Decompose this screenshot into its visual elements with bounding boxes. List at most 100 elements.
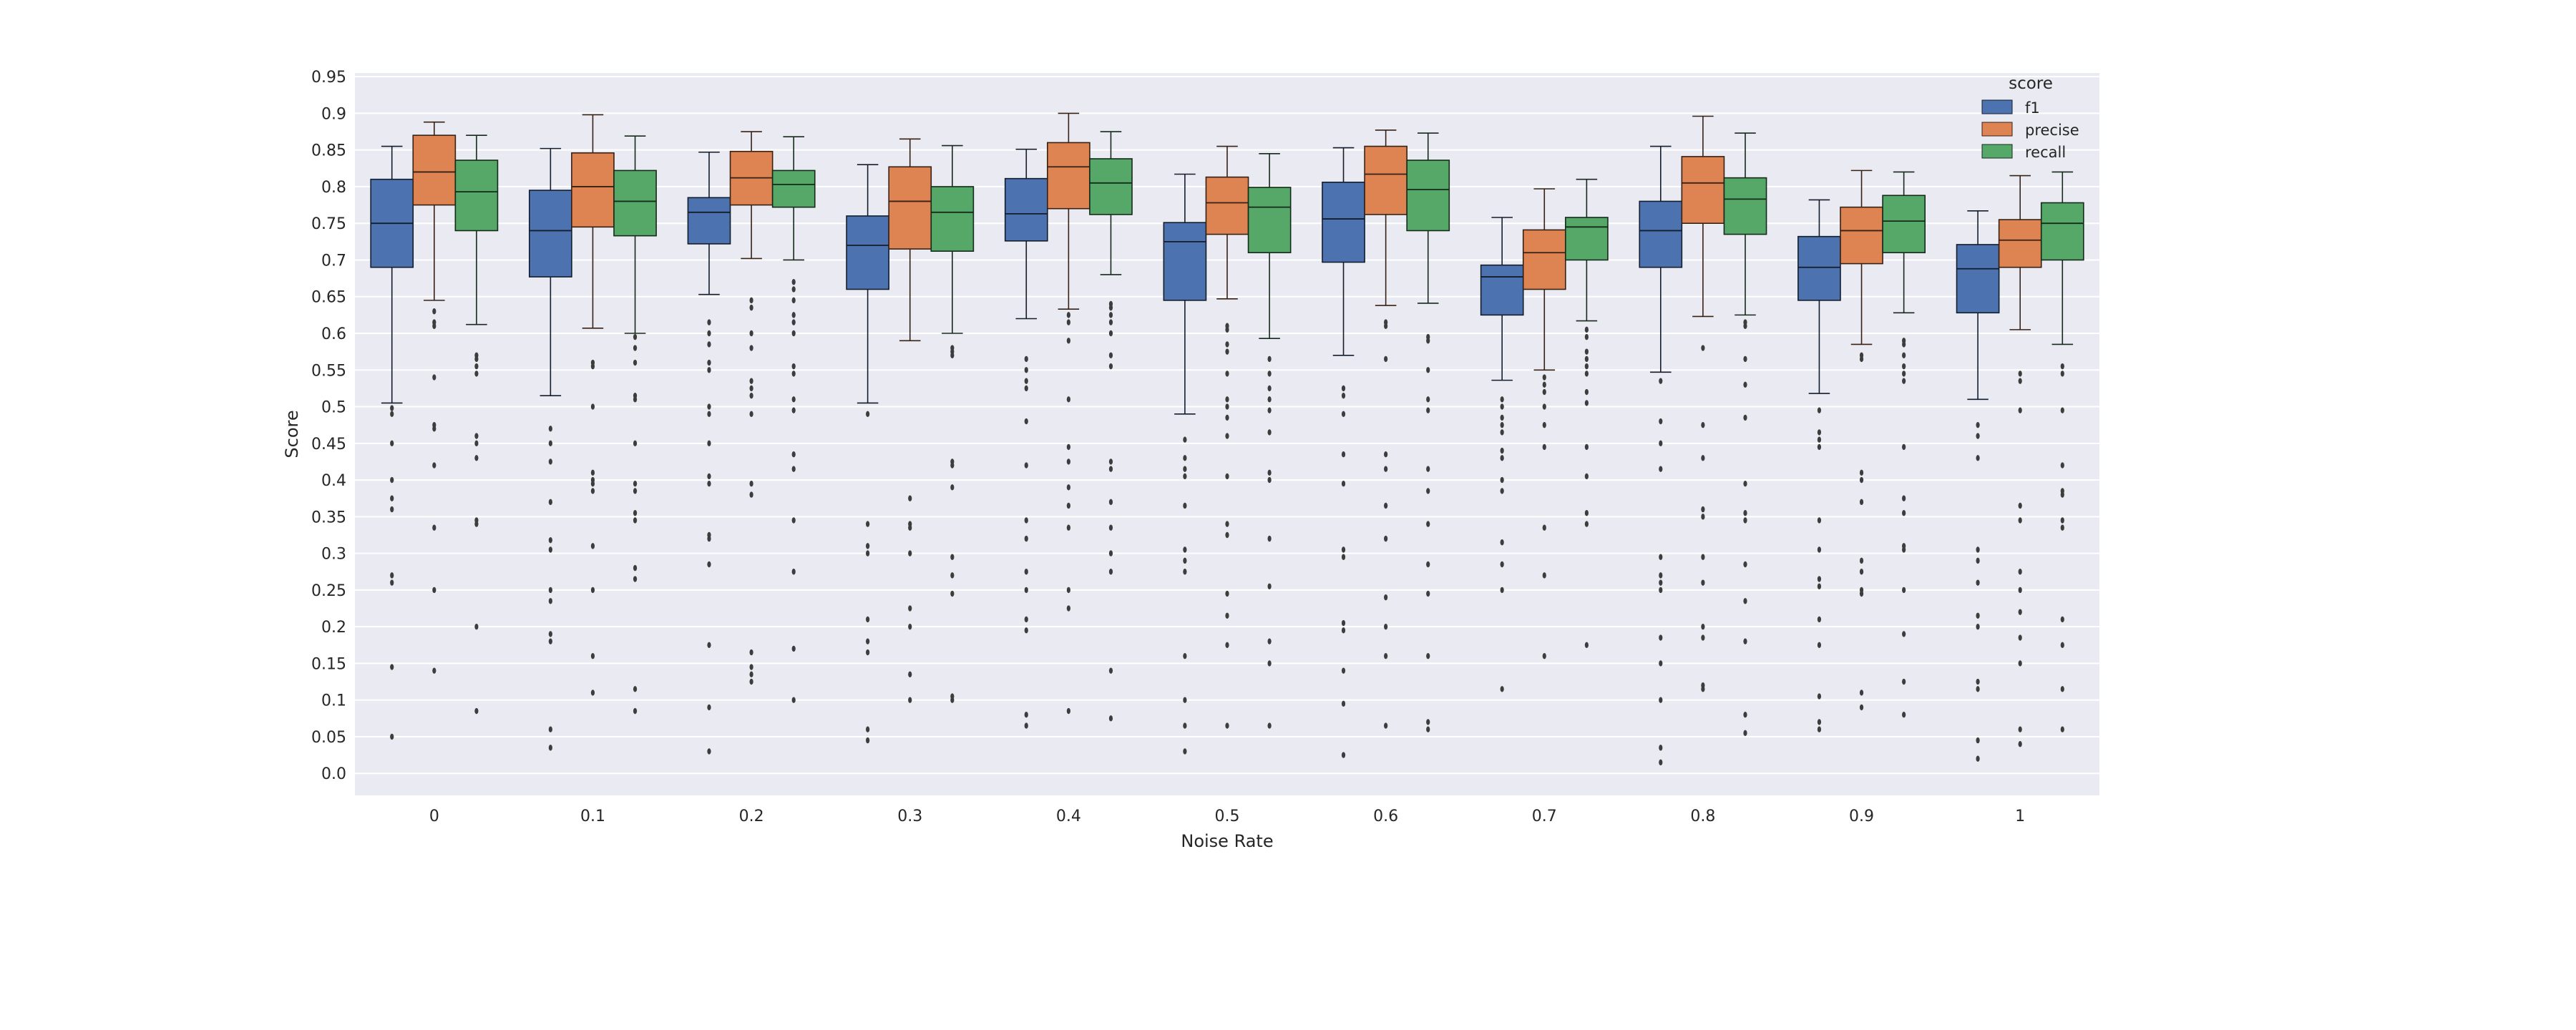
outlier-point — [1542, 388, 1546, 396]
outlier-point — [1542, 524, 1546, 531]
outlier-point — [548, 598, 552, 604]
outlier-point — [1542, 421, 1546, 428]
outlier-point — [749, 678, 753, 685]
box-iqr — [1840, 206, 1883, 265]
outlier-point — [707, 481, 711, 487]
outlier-point — [1701, 455, 1705, 461]
outlier-point — [390, 733, 394, 740]
outlier-point — [1183, 502, 1187, 509]
outlier-point — [1500, 447, 1504, 454]
outlier-point — [908, 495, 912, 501]
outlier-point — [2018, 378, 2022, 384]
box-iqr — [930, 186, 975, 252]
outlier-point — [1384, 722, 1388, 729]
outlier-point — [1341, 481, 1346, 487]
outlier-point — [548, 536, 552, 544]
outlier-point — [1659, 572, 1663, 579]
outlier-point — [1384, 623, 1388, 630]
outlier-point — [2018, 609, 2022, 615]
outlier-point — [1584, 355, 1589, 363]
outlier-point — [1024, 367, 1028, 373]
outlier-point — [707, 359, 711, 366]
outlier-point — [1500, 455, 1504, 461]
outlier-point — [2060, 726, 2064, 732]
outlier-point — [633, 517, 638, 524]
outlier-point — [1225, 414, 1229, 421]
outlier-point — [1976, 623, 1980, 630]
y-tick-label: 0.85 — [311, 142, 346, 160]
outlier-point — [1976, 579, 1980, 586]
outlier-point — [1817, 407, 1822, 413]
box-recall-0.5 — [1247, 152, 1292, 729]
outlier-point — [548, 440, 552, 447]
box-iqr — [1004, 177, 1048, 242]
box-f1-0.8 — [1639, 145, 1683, 766]
outlier-point — [1701, 686, 1705, 692]
outlier-point — [1267, 396, 1272, 403]
outlier-point — [1584, 326, 1589, 333]
outlier-point — [1024, 616, 1028, 623]
outlier-point — [633, 564, 638, 572]
outlier-point — [2018, 587, 2022, 594]
outlier-point — [1341, 619, 1346, 627]
x-tick-label: 0.7 — [1532, 808, 1557, 825]
y-tick-label: 0.25 — [311, 582, 346, 600]
box-iqr — [1205, 176, 1249, 235]
outlier-point — [1108, 312, 1113, 318]
outlier-point — [1225, 433, 1229, 439]
outlier-point — [2018, 660, 2022, 667]
outlier-point — [866, 616, 870, 623]
outlier-point — [1542, 572, 1546, 579]
outlier-point — [1024, 385, 1028, 392]
outlier-point — [1024, 517, 1028, 524]
outlier-point — [1108, 352, 1113, 358]
outlier-point — [1066, 396, 1070, 403]
outlier-point — [791, 319, 796, 325]
outlier-point — [749, 491, 753, 498]
outlier-point — [1859, 590, 1864, 597]
y-tick-label: 0.5 — [321, 399, 346, 417]
y-tick-label: 0.15 — [311, 655, 346, 673]
outlier-point — [1701, 634, 1705, 641]
y-tick-label: 0.55 — [311, 362, 346, 380]
outlier-point — [390, 411, 394, 418]
outlier-point — [590, 652, 595, 659]
outlier-point — [1976, 421, 1980, 428]
outlier-point — [1584, 333, 1589, 340]
outlier-point — [791, 569, 796, 575]
outlier-point — [1225, 396, 1229, 403]
outlier-point — [1066, 443, 1070, 451]
outlier-point — [1817, 583, 1822, 589]
outlier-point — [1066, 458, 1070, 465]
outlier-point — [866, 550, 870, 556]
outlier-point — [1267, 469, 1272, 476]
box-f1-0.7 — [1480, 217, 1524, 692]
outlier-point — [590, 488, 595, 494]
outlier-point — [1902, 631, 1906, 637]
outlier-point — [1341, 451, 1346, 458]
outlier-point — [908, 524, 912, 531]
outlier-point — [1859, 499, 1864, 506]
y-tick-label: 0.3 — [321, 546, 346, 564]
outlier-point — [908, 671, 912, 678]
outlier-point — [866, 638, 870, 644]
outlier-point — [474, 433, 479, 439]
outlier-point — [1659, 440, 1663, 447]
outlier-point — [707, 367, 711, 373]
outlier-point — [866, 726, 870, 732]
outlier-point — [1817, 429, 1822, 436]
box-precise-0.7 — [1522, 188, 1566, 659]
outlier-point — [1902, 678, 1906, 685]
outlier-point — [1108, 667, 1113, 674]
outlier-point — [1584, 473, 1589, 480]
x-axis-title: Noise Rate — [1181, 831, 1273, 851]
outlier-point — [1267, 660, 1272, 667]
outlier-point — [791, 312, 796, 318]
box-recall-1 — [2040, 171, 2084, 732]
outlier-point — [866, 521, 870, 527]
outlier-point — [1542, 381, 1546, 388]
outlier-point — [633, 440, 638, 447]
outlier-point — [1584, 371, 1589, 377]
outlier-point — [1426, 652, 1430, 659]
x-tick-label: 0.9 — [1849, 808, 1874, 825]
